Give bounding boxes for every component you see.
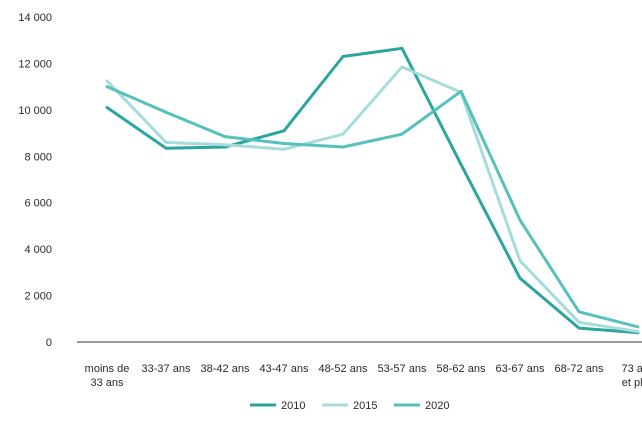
y-tick-label: 14 000 [18, 12, 52, 24]
x-tick-label: 48-52 ans [319, 363, 368, 375]
y-tick-label: 0 [46, 337, 52, 349]
x-tick-label: 58-62 ans [437, 363, 486, 375]
x-tick-label: 38-42 ans [201, 363, 250, 375]
y-tick-label: 8 000 [24, 151, 52, 163]
x-tick-label: 53-57 ans [378, 363, 427, 375]
y-tick-label: 4 000 [24, 244, 52, 256]
series-line-2010 [105, 46, 640, 335]
y-tick-label: 10 000 [18, 105, 52, 117]
x-tick-label: moins de 33 ans [85, 363, 130, 389]
x-axis-tick-labels: moins de 33 ans 33-37 ans 38-42 ans 43-47 an… [85, 363, 642, 389]
x-tick-label: 33-37 ans [142, 363, 191, 375]
x-tick-label: 63-67 ans [496, 363, 545, 375]
legend-label-2015: 2015 [353, 400, 377, 412]
series-lines [105, 46, 640, 335]
y-tick-label: 6 000 [24, 198, 52, 210]
x-tick-label: 68-72 ans [555, 363, 604, 375]
legend-label-2010: 2010 [281, 400, 305, 412]
y-tick-label: 2 000 [24, 291, 52, 303]
series-line-2020 [105, 85, 640, 329]
y-axis-tick-labels: 0 2 000 4 000 6 000 8 000 10 000 12 000 14 000 [18, 12, 52, 349]
series-line-2015 [105, 65, 640, 334]
x-tick-label: 73 anset plus [621, 363, 642, 389]
y-tick-label: 12 000 [18, 58, 52, 70]
legend: 2010 2015 2020 [250, 400, 449, 412]
legend-label-2020: 2020 [425, 400, 449, 412]
x-tick-label: 43-47 ans [260, 363, 309, 375]
